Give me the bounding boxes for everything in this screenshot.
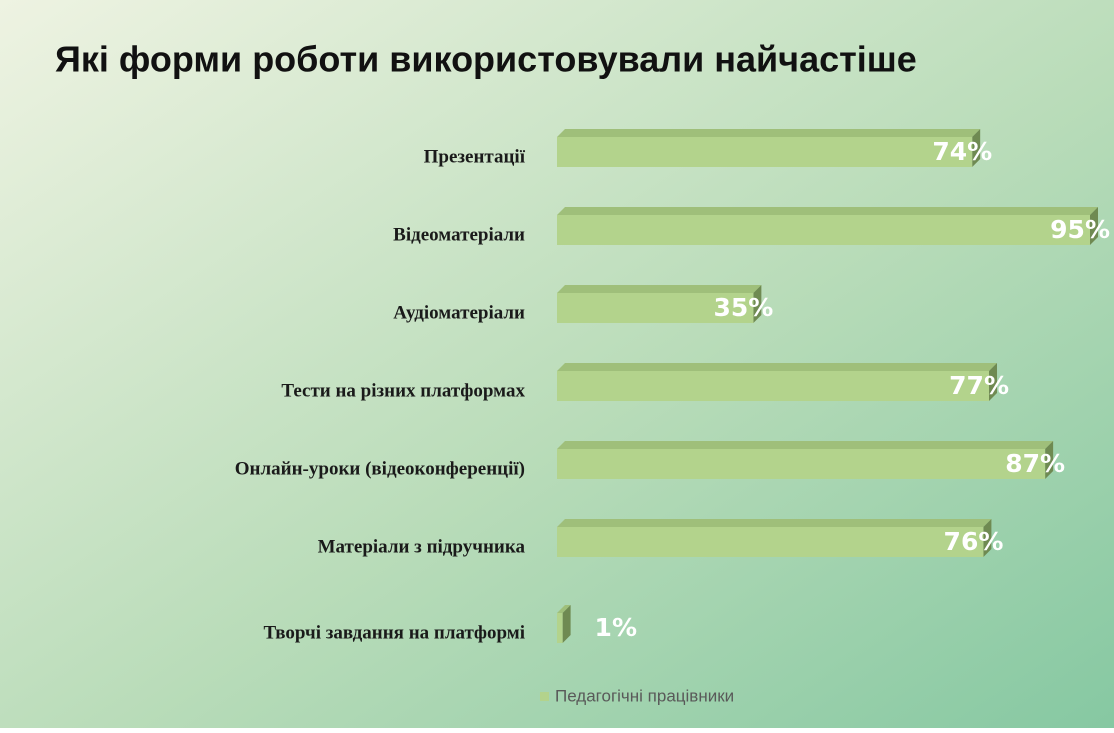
bar bbox=[557, 449, 1046, 479]
category-label: Аудіоматеріали bbox=[393, 302, 525, 323]
bar-side bbox=[1090, 207, 1098, 245]
legend-marker bbox=[540, 692, 549, 701]
legend-label: Педагогічні працівники bbox=[555, 686, 734, 705]
bar bbox=[557, 293, 754, 323]
bar bbox=[557, 371, 990, 401]
chart-title: Які форми роботи використовували найчаст… bbox=[55, 39, 917, 80]
value-label: 35% bbox=[714, 293, 774, 322]
bar-side bbox=[753, 285, 762, 323]
bar-side bbox=[989, 363, 998, 401]
bar-top bbox=[557, 129, 981, 137]
bar-side bbox=[972, 129, 981, 167]
bar bbox=[557, 613, 563, 643]
category-label: Творчі завдання на платформі bbox=[264, 622, 525, 643]
bar-top bbox=[557, 207, 1098, 215]
value-label: 87% bbox=[1005, 449, 1065, 478]
value-label: 74% bbox=[932, 137, 992, 166]
bar-top bbox=[557, 441, 1054, 449]
category-label: Матеріали з підручника bbox=[318, 536, 526, 557]
bar-side bbox=[1045, 441, 1054, 479]
category-label: Відеоматеріали bbox=[393, 224, 525, 245]
value-label: 77% bbox=[949, 371, 1009, 400]
bar-top bbox=[557, 285, 762, 293]
category-label: Онлайн-уроки (відеоконференції) bbox=[235, 458, 525, 479]
bar bbox=[557, 215, 1090, 245]
bar-top bbox=[557, 605, 571, 613]
bar-side bbox=[562, 605, 571, 643]
category-label: Презентації bbox=[424, 146, 526, 167]
bar-top bbox=[557, 519, 992, 527]
value-label: 76% bbox=[944, 527, 1004, 556]
value-label: 95% bbox=[1050, 215, 1110, 244]
value-label: 1% bbox=[595, 613, 637, 642]
category-label: Тести на різних платформах bbox=[281, 380, 525, 401]
bar bbox=[557, 527, 984, 557]
bar bbox=[557, 137, 973, 167]
bar-side bbox=[983, 519, 992, 557]
bar-top bbox=[557, 363, 998, 371]
